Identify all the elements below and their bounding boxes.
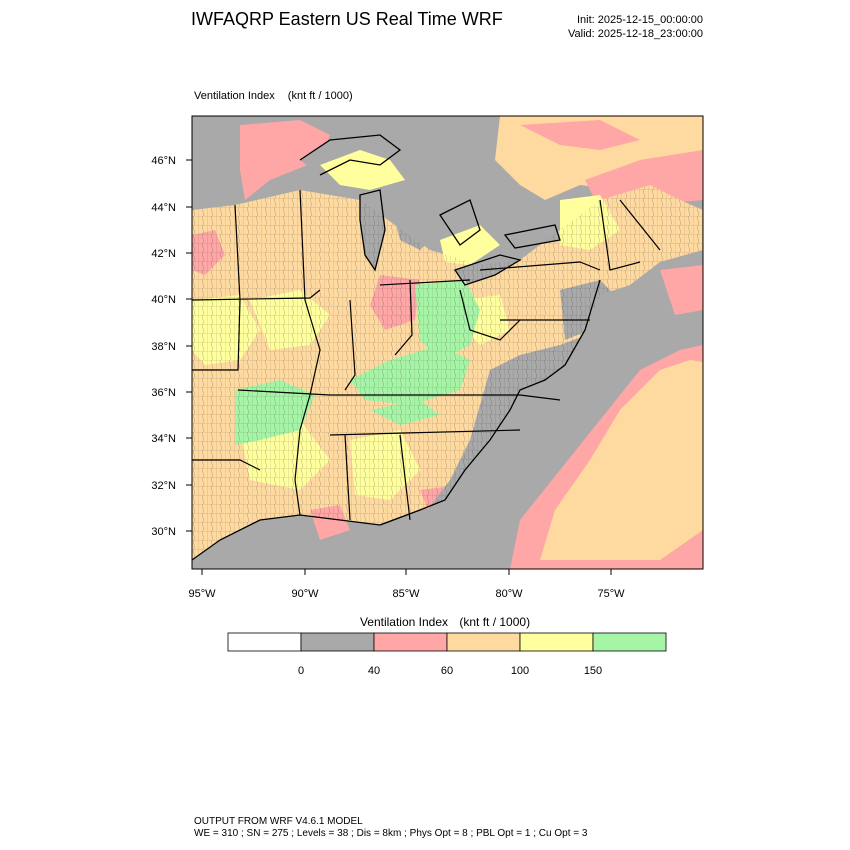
field-units: (knt ft / 1000) <box>287 90 353 102</box>
lat-label: 36°N <box>151 387 176 399</box>
upper-midwest-pink <box>240 120 330 200</box>
offshore-pink-north <box>660 265 703 315</box>
lat-label: 44°N <box>151 202 176 214</box>
lat-label: 30°N <box>151 526 176 538</box>
canada-pink <box>520 120 640 150</box>
run-times: Init: 2025-12-15_00:00:00 Valid: 2025-12… <box>568 13 703 41</box>
lat-label: 46°N <box>151 155 176 167</box>
colorbar-tick-label: 0 <box>298 665 304 677</box>
state-borders <box>192 189 661 521</box>
lon-label: 80°W <box>495 588 523 600</box>
footer-line-2: WE = 310 ; SN = 275 ; Levels = 38 ; Dis … <box>194 828 588 839</box>
colorbar-tick-label: 60 <box>441 665 453 677</box>
colorbar-box <box>592 632 667 652</box>
colorbar-tick-label: 40 <box>368 665 380 677</box>
map-panel <box>192 116 703 569</box>
colorbar-title: Ventilation Index (knt ft / 1000) <box>0 615 850 629</box>
colorbar-box <box>373 632 448 652</box>
ontario-yellow <box>440 225 500 265</box>
colorbar-field: Ventilation Index <box>359 615 449 629</box>
coastlines <box>192 134 601 561</box>
model-footer: OUTPUT FROM WRF V4.6.1 MODEL WE = 310 ; … <box>194 816 587 840</box>
colorbar: 0 40 60 100 150 <box>227 632 667 677</box>
colorbar-box <box>446 632 521 652</box>
lat-label: 38°N <box>151 341 176 353</box>
page-title: IWFAQRP Eastern US Real Time WRF <box>191 9 503 29</box>
upper-peninsula-yellow <box>320 150 405 190</box>
lon-label: 85°W <box>392 588 420 600</box>
ocean-orange <box>540 360 703 560</box>
colorbar-tick-label: 100 <box>511 665 529 677</box>
latitude-axis: 46°N 44°N 42°N 40°N 38°N 36°N 34°N 32°N 30°N <box>151 155 192 538</box>
lat-label: 34°N <box>151 433 176 445</box>
colorbar-box <box>300 632 375 652</box>
northwest-gray <box>192 116 240 210</box>
colorbar-units: (knt ft / 1000) <box>459 615 531 629</box>
quebec-pink <box>585 150 703 210</box>
lat-label: 32°N <box>151 480 176 492</box>
colorbar-tick-label: 150 <box>584 665 602 677</box>
colorbar-box <box>227 632 302 652</box>
valid-time: Valid: 2025-12-18_23:00:00 <box>568 28 703 40</box>
lat-label: 40°N <box>151 294 176 306</box>
footer-line-1: OUTPUT FROM WRF V4.6.1 MODEL <box>194 816 363 827</box>
map-field-label: Ventilation Index (knt ft / 1000) <box>194 90 353 102</box>
gulf-of-mexico <box>192 540 420 569</box>
longitude-axis: 95°W 90°W 85°W 80°W 75°W <box>188 569 625 600</box>
colorbar-box <box>519 632 594 652</box>
init-time: Init: 2025-12-15_00:00:00 <box>577 14 703 26</box>
field-name: Ventilation Index <box>194 90 275 102</box>
lat-label: 42°N <box>151 248 176 260</box>
lon-label: 90°W <box>291 588 319 600</box>
map-frame <box>191 115 704 570</box>
lon-label: 95°W <box>188 588 216 600</box>
lon-label: 75°W <box>597 588 625 600</box>
southeast-gray <box>380 330 600 569</box>
county-lines <box>192 185 703 560</box>
